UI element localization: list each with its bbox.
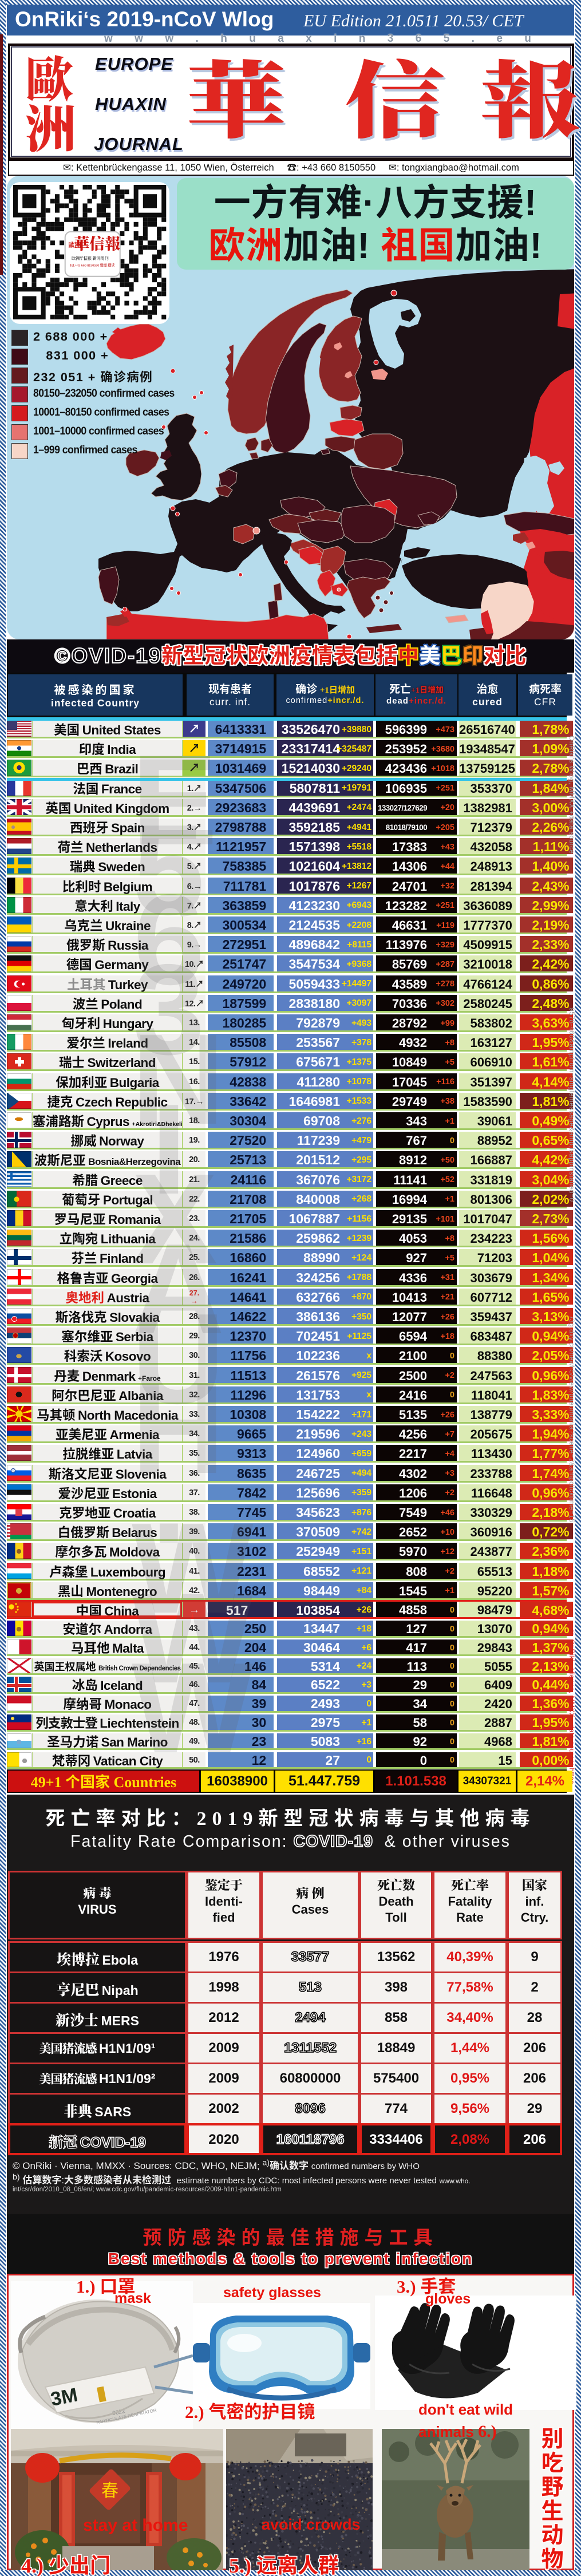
svg-text:3M: 3M [49,2384,80,2411]
svg-text:春: 春 [101,2476,118,2502]
svg-text:歐洲: 歐洲 [68,240,81,250]
svg-text:Tel.+43 660 8150550 慢慢 细读: Tel.+43 660 8150550 慢慢 细读 [70,263,114,268]
svg-text:欧洲华信报 新闻周刊: 欧洲华信报 新闻周刊 [72,255,109,261]
svg-text:華信報: 華信報 [74,232,120,254]
